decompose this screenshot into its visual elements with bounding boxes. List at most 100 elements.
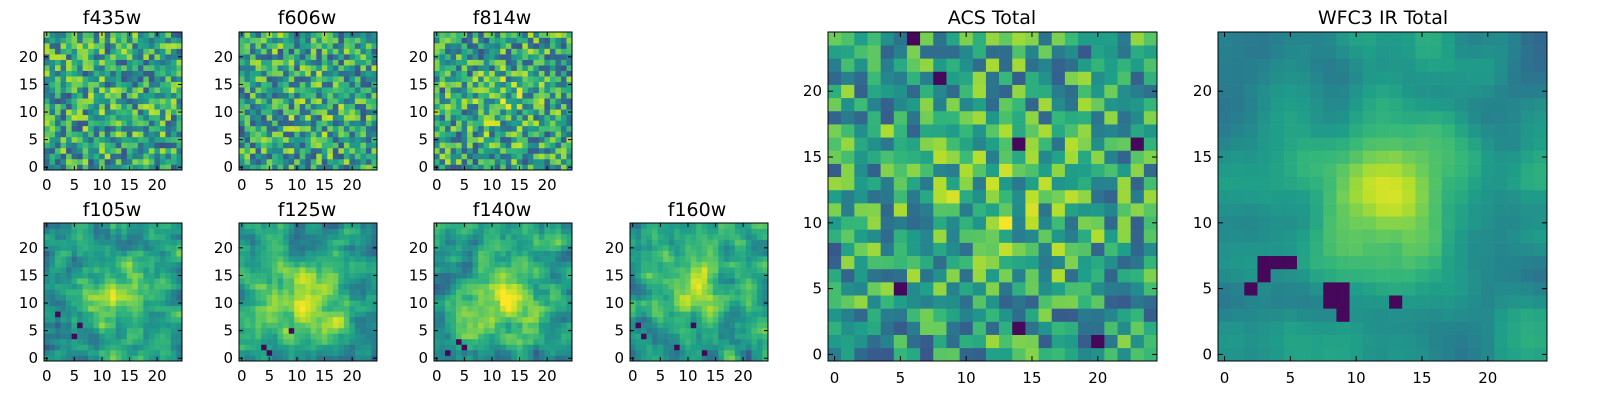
heatmap-cell: [154, 327, 161, 334]
heatmap-cell: [494, 70, 501, 77]
heatmap-cell: [533, 327, 540, 334]
heatmap-cell: [82, 125, 89, 132]
heatmap-cell: [99, 153, 106, 160]
heatmap-cell: [321, 294, 328, 301]
heatmap-cell: [538, 142, 545, 149]
heatmap-cell: [734, 223, 741, 229]
heatmap-cell: [349, 87, 356, 94]
heatmap-cell: [159, 158, 166, 165]
heatmap-cell: [283, 54, 289, 60]
heatmap-cell: [250, 142, 256, 149]
heatmap-cell: [893, 282, 908, 296]
heatmap-cell: [646, 250, 653, 257]
heatmap-cell: [143, 250, 150, 257]
heatmap-cell: [115, 147, 122, 154]
heatmap-cell: [261, 76, 267, 82]
heatmap-cell: [49, 261, 56, 268]
heatmap-cell: [560, 283, 567, 290]
heatmap-cell: [176, 153, 183, 160]
heatmap-cell: [60, 245, 67, 251]
heatmap-cell: [472, 267, 479, 273]
heatmap-cell: [310, 142, 317, 149]
heatmap-cell: [663, 344, 669, 351]
heatmap-cell: [450, 131, 457, 138]
heatmap-cell: [343, 65, 350, 71]
heatmap-cell: [360, 338, 367, 345]
heatmap-cell: [365, 153, 372, 160]
heatmap-cell: [505, 37, 512, 44]
heatmap-cell: [756, 234, 763, 240]
heatmap-cell: [104, 316, 111, 323]
heatmap-cell: [933, 163, 947, 178]
heatmap-cell: [522, 256, 529, 262]
heatmap-cell: [332, 48, 339, 55]
heatmap-cell: [1130, 229, 1145, 243]
heatmap-cell: [999, 203, 1013, 217]
heatmap-cell: [343, 103, 350, 110]
heatmap-cell: [522, 164, 529, 171]
heatmap-cell: [66, 311, 72, 318]
heatmap-cell: [500, 294, 507, 301]
heatmap-cell: [77, 65, 83, 71]
heatmap-cell: [450, 125, 457, 132]
heatmap-cell: [239, 70, 245, 77]
heatmap-cell: [1078, 321, 1092, 335]
heatmap-cell: [751, 272, 758, 279]
heatmap-cell: [121, 109, 128, 116]
heatmap-cell: [516, 234, 523, 240]
x-tick-label: 10: [482, 176, 501, 194]
heatmap-cell: [148, 228, 155, 235]
heatmap-cell: [522, 48, 529, 55]
heatmap-cell: [445, 153, 451, 160]
heatmap-cell: [332, 164, 339, 171]
heatmap-cell: [450, 147, 457, 154]
heatmap-cell: [439, 245, 446, 251]
heatmap-cell: [549, 245, 556, 251]
heatmap-cell: [522, 245, 529, 251]
heatmap-cell: [516, 142, 523, 149]
heatmap-cell: [71, 120, 78, 127]
heatmap-cell: [332, 267, 339, 273]
heatmap-cell: [244, 109, 251, 116]
heatmap-cell: [365, 37, 372, 44]
heatmap-cell: [456, 147, 462, 154]
heatmap-cell: [445, 37, 451, 44]
heatmap-cell: [679, 245, 686, 251]
heatmap-cell: [685, 278, 692, 285]
heatmap-cell: [365, 70, 372, 77]
heatmap-cell: [439, 92, 446, 99]
heatmap-cell: [55, 234, 61, 240]
heatmap-cell: [566, 103, 573, 110]
heatmap-cell: [93, 300, 100, 307]
heatmap-cell: [522, 239, 529, 246]
heatmap-cell: [1078, 216, 1092, 230]
heatmap-cell: [1051, 255, 1066, 270]
heatmap-cell: [126, 333, 133, 340]
heatmap-cell: [159, 256, 166, 262]
heatmap-cell: [434, 48, 440, 55]
heatmap-cell: [66, 48, 72, 55]
heatmap-cell: [740, 283, 747, 290]
heatmap-cell: [712, 316, 719, 323]
heatmap-cell: [745, 250, 752, 257]
heatmap-cell: [261, 349, 267, 356]
heatmap-cell: [170, 311, 177, 318]
heatmap-cell: [49, 228, 56, 235]
heatmap-cell: [533, 278, 540, 285]
heatmap-cell: [143, 43, 150, 49]
heatmap-cell: [154, 54, 161, 60]
heatmap-cell: [505, 87, 512, 94]
heatmap-cell: [154, 37, 161, 44]
heatmap-cell: [154, 120, 161, 127]
heatmap-cell: [104, 355, 111, 362]
heatmap-cell: [321, 87, 328, 94]
heatmap-cell: [283, 43, 289, 49]
heatmap-cell: [316, 267, 323, 273]
heatmap-cell: [132, 311, 139, 318]
heatmap-cell: [110, 43, 117, 49]
heatmap-cell: [500, 43, 507, 49]
heatmap-cell: [946, 229, 960, 243]
heatmap-cell: [679, 305, 686, 312]
heatmap-cell: [483, 158, 490, 165]
heatmap-cell: [365, 344, 372, 351]
